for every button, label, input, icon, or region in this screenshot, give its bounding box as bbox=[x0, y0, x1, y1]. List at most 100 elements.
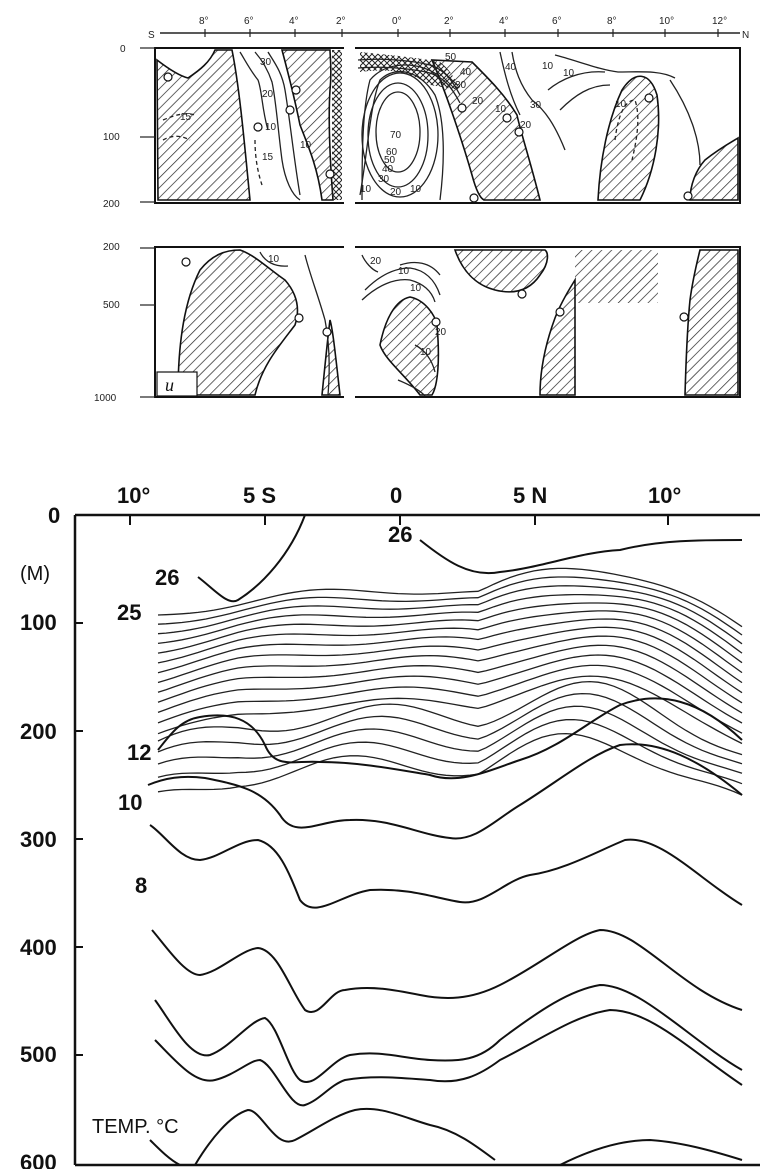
thermocline-isotherm bbox=[157, 610, 743, 674]
zero-crossing-marker bbox=[294, 313, 304, 323]
upper-lat-tick-label: 6° bbox=[552, 16, 562, 27]
contour-value-label: 40 bbox=[382, 164, 394, 175]
hatched-region bbox=[156, 49, 251, 201]
upper-lat-tick-label: 10° bbox=[659, 16, 674, 27]
thermocline-isotherm bbox=[157, 732, 743, 796]
upper-lat-tick-label: 8° bbox=[199, 16, 209, 27]
thermocline-isotherm bbox=[157, 593, 743, 654]
upper-subpanel-top-frame bbox=[154, 47, 741, 204]
hatched-region bbox=[430, 59, 542, 201]
isotherm-label-12: 12 bbox=[127, 740, 151, 765]
contour-value-label: 10 bbox=[300, 140, 312, 151]
velocity-contours-deep bbox=[259, 251, 441, 397]
zero-crossing-marker bbox=[644, 93, 654, 103]
contour-value-label: 10 bbox=[265, 122, 277, 133]
isotherm-deep1 bbox=[154, 983, 743, 1083]
lower-lat-tick: 10° bbox=[648, 483, 681, 508]
zero-crossing-marker bbox=[163, 72, 173, 82]
thermocline-isotherm bbox=[157, 585, 743, 645]
thermocline-isotherm bbox=[157, 654, 743, 724]
thermocline-isotherm bbox=[157, 718, 743, 785]
upper-lat-tick-label: 12° bbox=[712, 16, 727, 27]
contour-value-label: 20 bbox=[520, 120, 532, 131]
upper-lat-tick-label: 4° bbox=[289, 16, 299, 27]
zero-crossing-marker bbox=[291, 85, 301, 95]
panel-letter-box bbox=[156, 371, 198, 397]
thermocline-isotherm bbox=[157, 705, 743, 774]
hatched-region bbox=[379, 296, 440, 396]
temperature-caption: TEMP. °C bbox=[92, 1116, 179, 1138]
panel-letter: u bbox=[165, 375, 174, 395]
contour-value-label: 10 bbox=[398, 266, 410, 277]
lower-depth-500: 500 bbox=[20, 1042, 57, 1067]
contour-value-label: 30 bbox=[378, 174, 390, 185]
thermocline-isotherm bbox=[157, 675, 743, 745]
upper-lat-tick-label: 4° bbox=[499, 16, 509, 27]
contour-value-label: 15 bbox=[262, 152, 274, 163]
hatched-region bbox=[539, 277, 576, 396]
lower-panel: 10° 5 S 0 5 N 10° 0 (M) 100 200 300 400 … bbox=[20, 483, 760, 1169]
zero-crossing-marker bbox=[514, 127, 524, 137]
isotherm-8a bbox=[149, 824, 743, 909]
contour-value-label: 50 bbox=[384, 155, 396, 166]
lower-lat-tick: 0 bbox=[390, 483, 402, 508]
zero-crossing-marker bbox=[457, 103, 467, 113]
zero-crossing-marker bbox=[517, 289, 527, 299]
contour-value-label: 40 bbox=[460, 67, 472, 78]
isotherm-deep2 bbox=[154, 1008, 743, 1107]
zero-crossing-markers bbox=[163, 72, 693, 337]
isotherm-10 bbox=[147, 743, 743, 840]
lower-depth-600: 600 bbox=[20, 1150, 57, 1169]
contour-value-label: 70 bbox=[390, 130, 402, 141]
upper-depth-100: 100 bbox=[103, 132, 120, 143]
lower-depth-200: 200 bbox=[20, 719, 57, 744]
zero-crossing-marker bbox=[181, 257, 191, 267]
thermocline-isotherm bbox=[157, 644, 743, 714]
contour-value-label: 10 bbox=[542, 61, 554, 72]
hemisphere-label-s: S bbox=[148, 30, 155, 41]
zero-crossing-marker bbox=[253, 122, 263, 132]
contour-value-label: 30 bbox=[530, 100, 542, 111]
contour-value-label: 30 bbox=[260, 57, 272, 68]
isotherm-label-26-south: 26 bbox=[155, 565, 179, 590]
isotherm-lines bbox=[157, 567, 743, 796]
equator-gap bbox=[344, 40, 355, 405]
isotherm-deep5 bbox=[149, 1139, 181, 1166]
zero-crossing-marker bbox=[683, 191, 693, 201]
isotherm-26-north bbox=[419, 539, 743, 575]
isotherm-label-10: 10 bbox=[118, 790, 142, 815]
contour-value-label: 15 bbox=[180, 112, 192, 123]
zero-crossing-marker bbox=[469, 193, 479, 203]
thermocline-isotherm bbox=[157, 618, 743, 684]
upper-lat-tick-label: 6° bbox=[244, 16, 254, 27]
contour-value-label: 20 bbox=[472, 96, 484, 107]
isotherm-label-25: 25 bbox=[117, 600, 141, 625]
isotherm-label-26-north: 26 bbox=[388, 522, 412, 547]
lower-depth-unit: (M) bbox=[20, 563, 50, 585]
lower-depth-100: 100 bbox=[20, 610, 57, 635]
lower-lat-tick: 10° bbox=[117, 483, 150, 508]
upper-panel: S N 8° 6° 4° 2° 0° 2° 4° 6° 8° 10° 12° 0 100 200 2… bbox=[94, 16, 749, 405]
thermocline-isotherm bbox=[157, 567, 743, 628]
zero-crossing-marker bbox=[285, 105, 295, 115]
contour-value-label: 50 bbox=[445, 52, 457, 63]
upper-depth-1000: 1000 bbox=[94, 393, 117, 404]
isotherm-8b bbox=[151, 928, 743, 1013]
lower-lat-tick: 5 S bbox=[243, 483, 276, 508]
thermocline-isotherm bbox=[157, 635, 743, 704]
hatched-region bbox=[177, 249, 299, 396]
contour-value-label: 10 bbox=[410, 184, 422, 195]
velocity-contours bbox=[162, 51, 701, 201]
contour-value-label: 10 bbox=[360, 184, 372, 195]
hemisphere-label-n: N bbox=[742, 30, 749, 41]
zero-crossing-marker bbox=[502, 113, 512, 123]
contour-value-label: 30 bbox=[455, 80, 467, 91]
contour-value-label: 20 bbox=[370, 256, 382, 267]
isotherm-12 bbox=[157, 697, 743, 780]
lower-depth-0: 0 bbox=[48, 503, 60, 528]
hatched-region bbox=[684, 249, 739, 396]
upper-depth-200a: 200 bbox=[103, 199, 120, 210]
zero-crossing-marker bbox=[322, 327, 332, 337]
